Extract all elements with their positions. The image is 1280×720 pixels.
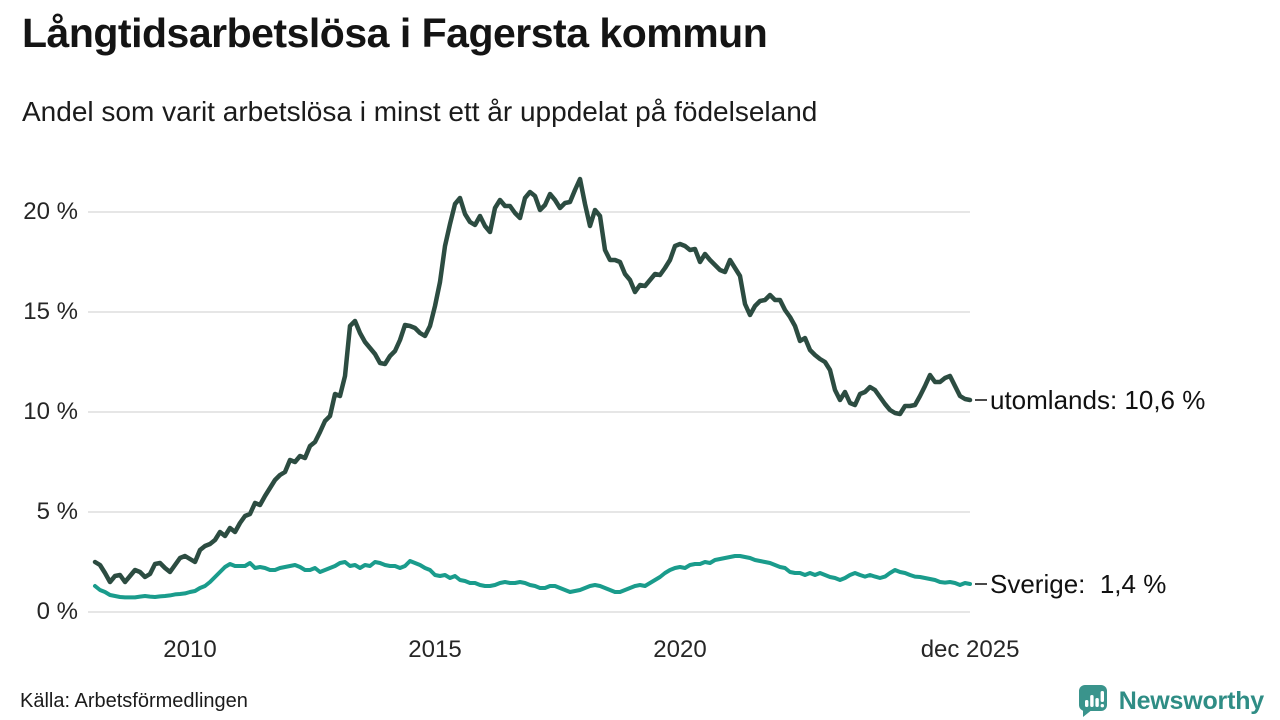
series-line-utomlands xyxy=(92,176,973,585)
chart-title: Långtidsarbetslösa i Fagersta kommun xyxy=(22,10,768,56)
chart-subtitle: Andel som varit arbetslösa i minst ett å… xyxy=(22,96,818,127)
series-line-Sverige xyxy=(93,554,972,600)
end-label-utomlands: utomlands: 10,6 % xyxy=(990,385,1206,415)
y-tick-label: 0 % xyxy=(36,598,78,625)
y-tick-label: 10 % xyxy=(23,398,78,425)
chart-series-lines xyxy=(92,176,973,600)
y-tick-label: 15 % xyxy=(23,298,78,325)
x-tick-label: 2010 xyxy=(163,636,217,663)
newsworthy-logo[interactable]: Newsworthy xyxy=(1077,684,1264,718)
source-note: Källa: Arbetsförmedlingen xyxy=(20,690,248,712)
y-tick-label: 5 % xyxy=(36,498,78,525)
x-tick-label: dec 2025 xyxy=(920,636,1020,663)
newsworthy-bubble-chart-icon xyxy=(1078,685,1107,717)
x-tick-label: 2015 xyxy=(408,636,462,663)
gridlines xyxy=(88,211,970,613)
x-tick-label: 2020 xyxy=(653,636,707,663)
newsworthy-wordmark: Newsworthy xyxy=(1118,686,1264,715)
end-label-Sverige: Sverige: 1,4 % xyxy=(990,569,1167,599)
y-tick-label: 20 % xyxy=(23,198,78,225)
end-label-ticks xyxy=(975,399,987,585)
